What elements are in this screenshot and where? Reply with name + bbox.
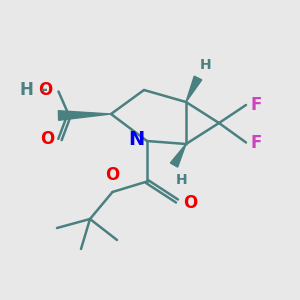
Text: F: F <box>250 134 262 152</box>
Text: H: H <box>19 81 33 99</box>
Text: O: O <box>105 167 120 184</box>
Text: O: O <box>38 81 52 99</box>
Polygon shape <box>58 111 111 120</box>
Text: O: O <box>40 130 55 148</box>
Text: -: - <box>40 81 47 99</box>
Polygon shape <box>186 76 202 102</box>
Text: F: F <box>250 96 262 114</box>
Text: H: H <box>176 172 187 187</box>
Text: N: N <box>128 130 144 149</box>
Polygon shape <box>170 144 186 167</box>
Text: O: O <box>183 194 197 211</box>
Text: H: H <box>200 58 211 72</box>
